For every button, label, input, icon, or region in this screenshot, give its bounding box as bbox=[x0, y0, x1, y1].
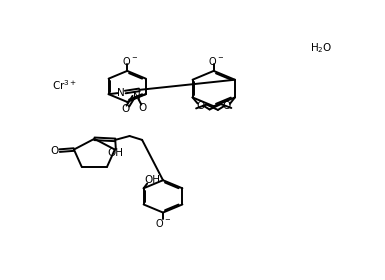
Text: O: O bbox=[121, 104, 130, 114]
Text: OH: OH bbox=[145, 175, 161, 185]
Text: O$^-$: O$^-$ bbox=[122, 55, 138, 67]
Text: O$^-$: O$^-$ bbox=[155, 217, 171, 229]
Text: O: O bbox=[138, 102, 146, 113]
Text: O$^-$: O$^-$ bbox=[208, 55, 224, 67]
Text: O: O bbox=[223, 101, 231, 111]
Text: Cr$^{3+}$: Cr$^{3+}$ bbox=[52, 78, 77, 92]
Text: O: O bbox=[197, 101, 205, 111]
Text: N: N bbox=[133, 92, 141, 102]
Text: N: N bbox=[117, 88, 124, 98]
Text: OH: OH bbox=[108, 148, 124, 158]
Text: H$_2$O: H$_2$O bbox=[310, 41, 332, 55]
Text: O: O bbox=[51, 146, 59, 156]
